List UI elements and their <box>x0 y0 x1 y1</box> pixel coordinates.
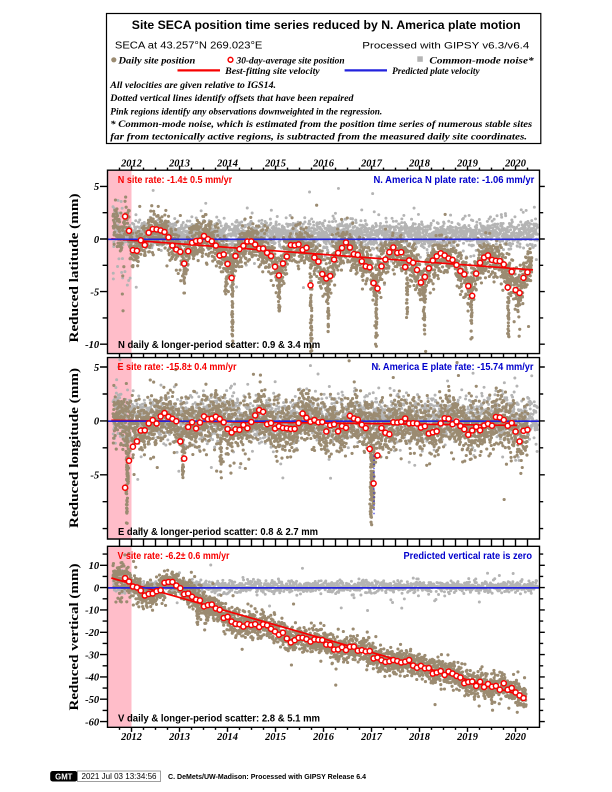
svg-text:2015: 2015 <box>264 159 286 170</box>
svg-text:-10: -10 <box>85 340 100 351</box>
svg-text:2016: 2016 <box>312 732 335 743</box>
svg-text:2020: 2020 <box>504 732 527 743</box>
svg-text:2012: 2012 <box>120 159 142 170</box>
svg-text:GMT: GMT <box>55 772 73 781</box>
svg-text:far from tectonically active r: far from tectonically active regions, is… <box>110 132 527 142</box>
svg-text:2017: 2017 <box>360 159 383 170</box>
svg-text:30-day-average site position: 30-day-average site position <box>235 55 344 65</box>
svg-text:V site rate: -6.2± 0.6 mm/yr: V site rate: -6.2± 0.6 mm/yr <box>118 551 230 562</box>
svg-text:-10: -10 <box>85 606 100 617</box>
svg-text:-30: -30 <box>85 650 100 661</box>
svg-text:Processed with GIPSY v6.3/v6.4: Processed with GIPSY v6.3/v6.4 <box>362 40 529 51</box>
svg-text:2012: 2012 <box>120 732 142 743</box>
svg-text:Site SECA position time series: Site SECA position time series reduced b… <box>132 20 521 32</box>
svg-text:2017: 2017 <box>360 732 383 743</box>
svg-text:2013: 2013 <box>168 732 190 743</box>
svg-text:2018: 2018 <box>408 732 431 743</box>
svg-text:-5: -5 <box>90 287 100 298</box>
svg-text:N. America N plate rate: -1.06: N. America N plate rate: -1.06 mm/yr <box>374 175 535 186</box>
svg-text:N daily & longer-period scatte: N daily & longer-period scatter: 0.9 & 3… <box>118 340 320 351</box>
svg-text:E site rate: -15.8± 0.4 mm/yr: E site rate: -15.8± 0.4 mm/yr <box>118 362 237 373</box>
svg-text:2020: 2020 <box>504 159 527 170</box>
svg-text:-40: -40 <box>85 673 100 684</box>
svg-text:-20: -20 <box>85 628 100 639</box>
svg-text:Reduced longitude (mm): Reduced longitude (mm) <box>66 368 81 528</box>
svg-text:N site rate: -1.4± 0.5 mm/yr: N site rate: -1.4± 0.5 mm/yr <box>118 175 232 186</box>
svg-text:0: 0 <box>94 583 100 594</box>
svg-text:Predicted vertical rate is zer: Predicted vertical rate is zero <box>404 551 533 562</box>
svg-text:2018: 2018 <box>408 159 431 170</box>
svg-text:2016: 2016 <box>312 159 335 170</box>
svg-text:0: 0 <box>94 417 100 428</box>
svg-text:2021 Jul 03 13:34:56: 2021 Jul 03 13:34:56 <box>82 772 157 781</box>
svg-text:V daily & longer-period scatte: V daily & longer-period scatter: 2.8 & 5… <box>118 714 320 725</box>
svg-text:10: 10 <box>89 561 100 572</box>
svg-text:-60: -60 <box>85 717 100 728</box>
svg-text:* Common-mode noise, which is: * Common-mode noise, which is estimated … <box>110 119 532 129</box>
svg-text:C. DeMets/UW-Madison: Processe: C. DeMets/UW-Madison: Processed with GIP… <box>168 774 366 781</box>
svg-text:-5: -5 <box>90 471 100 482</box>
svg-text:Pink regions identify any obse: Pink regions identify any observations d… <box>110 106 382 116</box>
svg-text:Common-mode noise*: Common-mode noise* <box>429 55 534 65</box>
svg-text:2014: 2014 <box>216 732 238 743</box>
svg-text:2019: 2019 <box>456 159 479 170</box>
svg-text:Daily site position: Daily site position <box>117 55 195 65</box>
svg-text:SECA at 43.257°N 269.023°E: SECA at 43.257°N 269.023°E <box>115 40 263 51</box>
svg-text:2019: 2019 <box>456 732 479 743</box>
svg-text:2015: 2015 <box>264 732 286 743</box>
svg-text:All velocities are given relat: All velocities are given relative to IGS… <box>109 80 276 90</box>
svg-text:Dotted vertical lines identify: Dotted vertical lines identify offsets t… <box>109 93 354 103</box>
svg-text:5: 5 <box>94 363 100 374</box>
svg-text:Predicted plate velocity: Predicted plate velocity <box>392 66 480 76</box>
svg-text:2014: 2014 <box>216 159 238 170</box>
svg-text:Best-fitting site velocity: Best-fitting site velocity <box>224 66 321 76</box>
svg-text:-50: -50 <box>85 695 100 706</box>
svg-text:N. America E plate rate: -15.7: N. America E plate rate: -15.74 mm/yr <box>372 362 534 373</box>
svg-text:2013: 2013 <box>168 159 190 170</box>
svg-text:0: 0 <box>94 235 100 246</box>
svg-text:Reduced latitude (mm): Reduced latitude (mm) <box>66 194 81 343</box>
svg-text:5: 5 <box>94 182 100 193</box>
svg-text:E daily & longer-period scatte: E daily & longer-period scatter: 0.8 & 2… <box>118 527 318 538</box>
svg-text:Reduced vertical (mm): Reduced vertical (mm) <box>66 564 81 711</box>
